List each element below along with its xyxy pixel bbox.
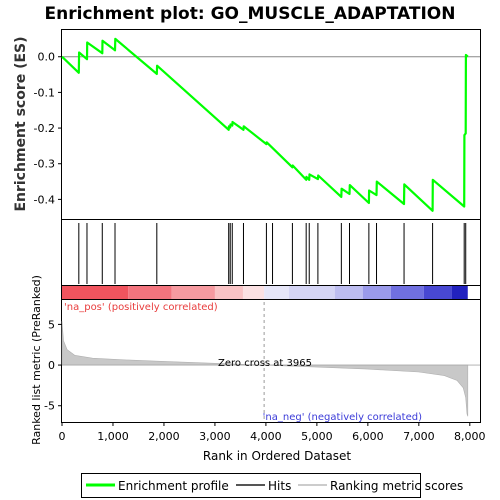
zero-cross-label: Zero cross at 3965 xyxy=(218,358,312,369)
es-y-tick-label-4: -0.4 xyxy=(34,193,55,206)
x-tick-label-0: 0 xyxy=(59,430,66,443)
x-tick-label-8: 8,000 xyxy=(454,430,486,443)
heat-segment-4 xyxy=(243,286,264,299)
metric-axis-label: Ranked list metric (PreRanked) xyxy=(30,275,43,445)
legend-enrichment-profile: Enrichment profile xyxy=(118,479,229,493)
metric-y-tick-label-0: 5 xyxy=(48,318,55,331)
heat-segment-2 xyxy=(172,286,215,299)
heat-segment-8 xyxy=(363,286,391,299)
x-tick-label-4: 4,000 xyxy=(250,430,282,443)
heat-segment-6 xyxy=(289,286,335,299)
legend-hits: Hits xyxy=(268,479,291,493)
x-tick-label-2: 2,000 xyxy=(148,430,180,443)
x-tick-label-7: 7,000 xyxy=(403,430,435,443)
x-tick-label-5: 5,000 xyxy=(301,430,333,443)
es-y-tick-label-3: -0.3 xyxy=(34,158,55,171)
heat-segment-10 xyxy=(424,286,452,299)
es-panel xyxy=(62,30,481,220)
heat-layer xyxy=(62,286,468,299)
pos-correlated-label: 'na_pos' (positively correlated) xyxy=(64,302,218,313)
neg-correlated-label: 'na_neg' (negatively correlated) xyxy=(263,412,422,423)
heat-segment-3 xyxy=(215,286,243,299)
es-axis-label: Enrichment score (ES) xyxy=(13,36,29,211)
legend-ranking-metric-scores: Ranking metric scores xyxy=(330,479,463,493)
metric-y-tick-label-2: -5 xyxy=(44,400,55,413)
heat-segment-7 xyxy=(335,286,363,299)
x-tick-label-3: 3,000 xyxy=(199,430,231,443)
heat-segment-1 xyxy=(128,286,171,299)
es-y-tick-label-0: 0.0 xyxy=(38,51,56,64)
x-tick-label-6: 6,000 xyxy=(352,430,384,443)
heat-segment-5 xyxy=(264,286,289,299)
es-y-tick-label-1: -0.1 xyxy=(34,86,55,99)
heat-segment-11 xyxy=(452,286,468,299)
chart-title: Enrichment plot: GO_MUSCLE_ADAPTATION xyxy=(45,4,456,24)
heat-segment-0 xyxy=(62,286,128,299)
hits-panel xyxy=(62,220,481,286)
legend: Enrichment profile Hits Ranking metric s… xyxy=(82,474,464,498)
es-y-tick-label-2: -0.2 xyxy=(34,122,55,135)
heat-segment-9 xyxy=(391,286,424,299)
metric-y-tick-label-1: 0 xyxy=(48,359,55,372)
x-axis-label: Rank in Ordered Dataset xyxy=(203,449,351,463)
x-tick-label-1: 1,000 xyxy=(97,430,129,443)
